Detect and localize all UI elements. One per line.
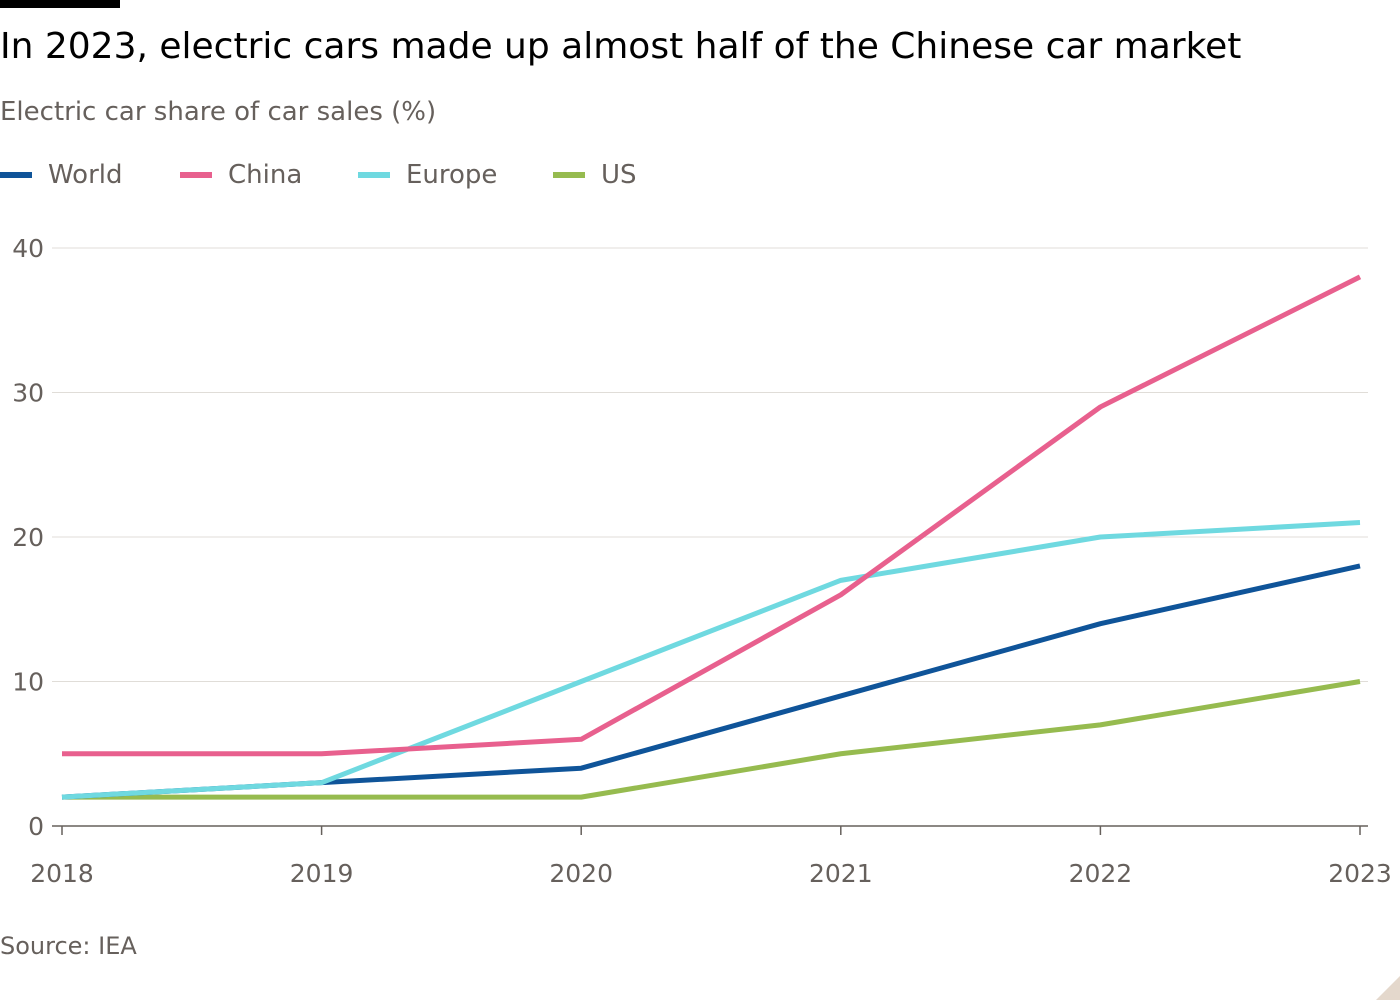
chart-legend: World China Europe US bbox=[0, 160, 673, 190]
series-line-us bbox=[62, 679, 1361, 800]
line-chart: 0 10 20 30 40 2018 2019 2020 2021 2022 2023 bbox=[12, 234, 1392, 888]
y-tick-label: 10 bbox=[12, 668, 44, 697]
legend-label-europe: Europe bbox=[406, 160, 498, 190]
y-tick-label: 40 bbox=[12, 234, 44, 263]
legend-item-china: China bbox=[180, 160, 358, 190]
series-line-china bbox=[62, 274, 1362, 757]
legend-swatch-china bbox=[180, 172, 212, 178]
legend-item-us: US bbox=[553, 160, 673, 190]
x-tick-label: 2018 bbox=[30, 859, 94, 888]
y-tick-label: 20 bbox=[12, 523, 44, 552]
x-tick-label: 2022 bbox=[1069, 859, 1133, 888]
x-tick-label: 2023 bbox=[1328, 859, 1392, 888]
legend-item-world: World bbox=[0, 160, 180, 190]
brand-bar bbox=[0, 0, 120, 8]
legend-label-china: China bbox=[228, 160, 303, 190]
legend-swatch-us bbox=[553, 172, 585, 178]
legend-item-europe: Europe bbox=[358, 160, 553, 190]
chart-title: In 2023, electric cars made up almost ha… bbox=[0, 26, 1242, 67]
legend-label-world: World bbox=[48, 160, 123, 190]
y-tick-label: 30 bbox=[12, 379, 44, 408]
y-tick-label: 0 bbox=[28, 812, 44, 841]
x-tick-label: 2020 bbox=[549, 859, 613, 888]
legend-swatch-europe bbox=[358, 172, 390, 178]
chart-subtitle: Electric car share of car sales (%) bbox=[0, 97, 437, 127]
legend-swatch-world bbox=[0, 172, 32, 178]
x-tick-label: 2021 bbox=[809, 859, 873, 888]
corner-fold bbox=[1376, 976, 1400, 1000]
x-tick-label: 2019 bbox=[290, 859, 354, 888]
series-line-europe bbox=[61, 520, 1361, 800]
legend-label-us: US bbox=[601, 160, 637, 190]
source-note: Source: IEA bbox=[0, 932, 137, 960]
